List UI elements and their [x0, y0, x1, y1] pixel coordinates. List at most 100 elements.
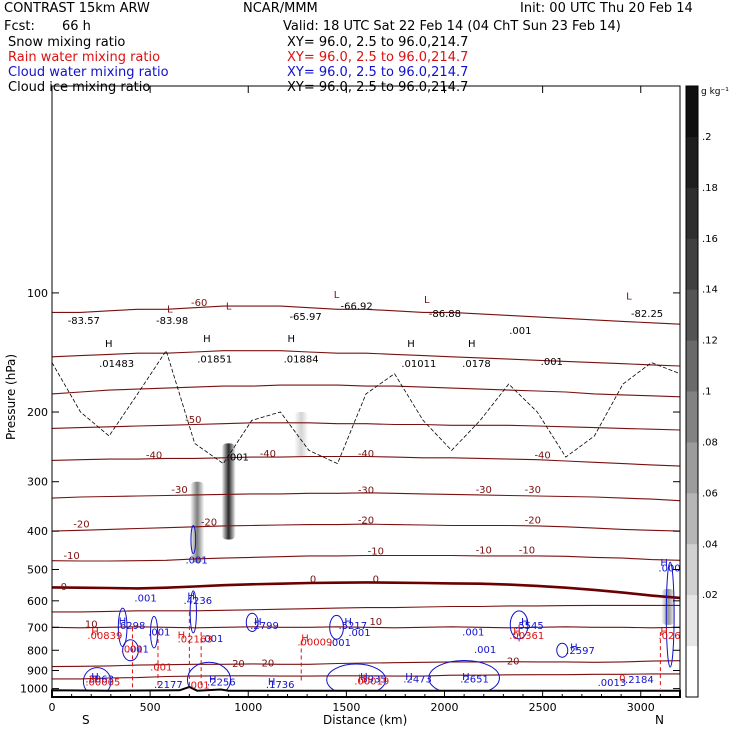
temperature-label: -10	[476, 545, 492, 556]
cloud-water-label: H	[462, 672, 470, 683]
cloud-water-label: H	[119, 616, 127, 627]
snow-column	[294, 412, 309, 458]
temperature-label: -40	[260, 449, 276, 460]
cloud-water-label: H	[660, 558, 668, 569]
temperature-label: L	[226, 301, 232, 312]
minimum-label: -86.88	[429, 309, 461, 320]
ice-label: .001	[541, 357, 563, 368]
rain-water-label: H	[660, 627, 668, 638]
legend-ice-name: Cloud ice mixing ratio	[8, 80, 151, 95]
rain-water-label: H	[513, 627, 521, 638]
ice-label: .01011	[401, 359, 436, 370]
cloud-water-label: .5217	[339, 621, 368, 632]
colorbar-segment	[686, 340, 698, 392]
ice-label: .01483	[99, 359, 134, 370]
cloud-water-label: .001	[201, 634, 223, 645]
colorbar-segment	[686, 646, 698, 698]
temperature-label: 0	[373, 575, 379, 586]
cloud-water-label: H	[344, 617, 352, 628]
y-tick-label: 100	[27, 287, 48, 300]
rain-water-label: H	[301, 633, 309, 644]
temperature-label: 10	[369, 617, 382, 628]
colorbar-label: .2	[702, 132, 712, 143]
cloud-water-contour	[329, 614, 344, 640]
legend-ice-xy: XY= 96.0, 2.5 to 96.0,214.7	[287, 80, 469, 95]
x-tick-label: 2500	[529, 701, 557, 714]
cloud-water-contour	[245, 612, 259, 632]
ice-label: H	[407, 339, 415, 350]
temperature-label: L	[167, 304, 173, 315]
cloud-water-label: H	[91, 672, 99, 683]
cloud-water-label: .3063	[85, 675, 114, 686]
temperature-label: -20	[73, 520, 89, 531]
colorbar-label: .14	[702, 285, 718, 296]
x-tick-label: 2000	[431, 701, 459, 714]
forecast-label: Fcst:	[4, 19, 35, 34]
cloud-water-label: H	[209, 674, 217, 685]
colorbar-segment	[686, 238, 698, 291]
ice-label: .0178	[462, 359, 491, 370]
ice-label: H	[105, 339, 113, 350]
isotherm-line	[51, 492, 681, 502]
cloud-water-label: H	[254, 617, 262, 628]
y-tick-label: 200	[27, 406, 48, 419]
ice-label: .001	[509, 326, 531, 337]
ice-label: H	[468, 339, 476, 350]
cloud-water-label: H	[570, 642, 578, 653]
temperature-label: 0	[61, 582, 67, 593]
colorbar-label: .02	[702, 590, 718, 601]
isotherm-line	[51, 523, 681, 532]
axes-layer: 0 500 1000 1500 2000 2500 30001002003004005006…	[20, 85, 681, 714]
y-tick-label: 900	[27, 665, 48, 678]
cloud-water-contour	[190, 525, 197, 555]
cloud-water-contour	[189, 590, 197, 634]
minimum-label: -83.57	[68, 316, 100, 327]
temperature-label: -10	[368, 546, 384, 557]
temperature-label: 20	[232, 659, 245, 670]
cloud-water-label: .2651	[460, 675, 489, 686]
model-title: CONTRAST 15km ARW	[4, 1, 150, 16]
cloud-water-label: .001	[329, 638, 351, 649]
temperature-label: L	[334, 290, 340, 301]
y-tick-label: 700	[27, 621, 48, 634]
cloud-water-label: .2597	[566, 646, 595, 657]
cloud-water-label: H	[405, 672, 413, 683]
temperature-label: -60	[191, 298, 207, 309]
snow-column	[221, 443, 236, 540]
colorbar-label: .1	[702, 387, 712, 398]
x-tick-label: 3000	[627, 701, 655, 714]
cloud-water-label: .001	[127, 644, 149, 655]
legend-rain-xy: XY= 96.0, 2.5 to 96.0,214.7	[287, 50, 469, 65]
ice-label: H	[203, 334, 211, 345]
cloud-water-label: .001	[462, 628, 484, 639]
cloud-water-label: H	[360, 672, 368, 683]
temperature-label: -40	[534, 450, 550, 461]
rain-water-label: .001	[150, 663, 172, 674]
cloud-water-label: .2799	[250, 621, 279, 632]
isotherm-line	[51, 455, 681, 467]
cloud-water-label: .2256	[207, 677, 236, 688]
legend-rain-name: Rain water mixing ratio	[8, 50, 161, 65]
colorbar-label: .16	[702, 234, 718, 245]
rain-water-label: H	[91, 627, 99, 638]
rain-water-label: H	[358, 674, 366, 685]
x-axis-label: Distance (km)	[323, 713, 408, 727]
organization-label: NCAR/MMM	[243, 1, 318, 16]
y-tick-label: 600	[27, 595, 48, 608]
y-tick-label: 500	[27, 563, 48, 576]
cloud-water-label: .001	[134, 593, 156, 604]
snow-column	[661, 588, 676, 625]
rain-water-label: .00009	[297, 637, 332, 648]
cloud-water-label: .001	[148, 628, 170, 639]
ice-contour-line	[51, 349, 681, 465]
ice-label: .01884	[284, 355, 319, 366]
rain-water-label: .00019	[354, 677, 389, 688]
colorbar-unit: g kg⁻¹	[701, 87, 729, 97]
temperature-label: -50	[185, 415, 201, 426]
isotherm-line	[52, 673, 680, 680]
isotherm-line	[51, 350, 681, 367]
temperature-label: -10	[63, 551, 79, 562]
cloud-water-label: H	[521, 617, 529, 628]
legend-cloud-xy: XY= 96.0, 2.5 to 96.0,214.7	[287, 65, 469, 80]
